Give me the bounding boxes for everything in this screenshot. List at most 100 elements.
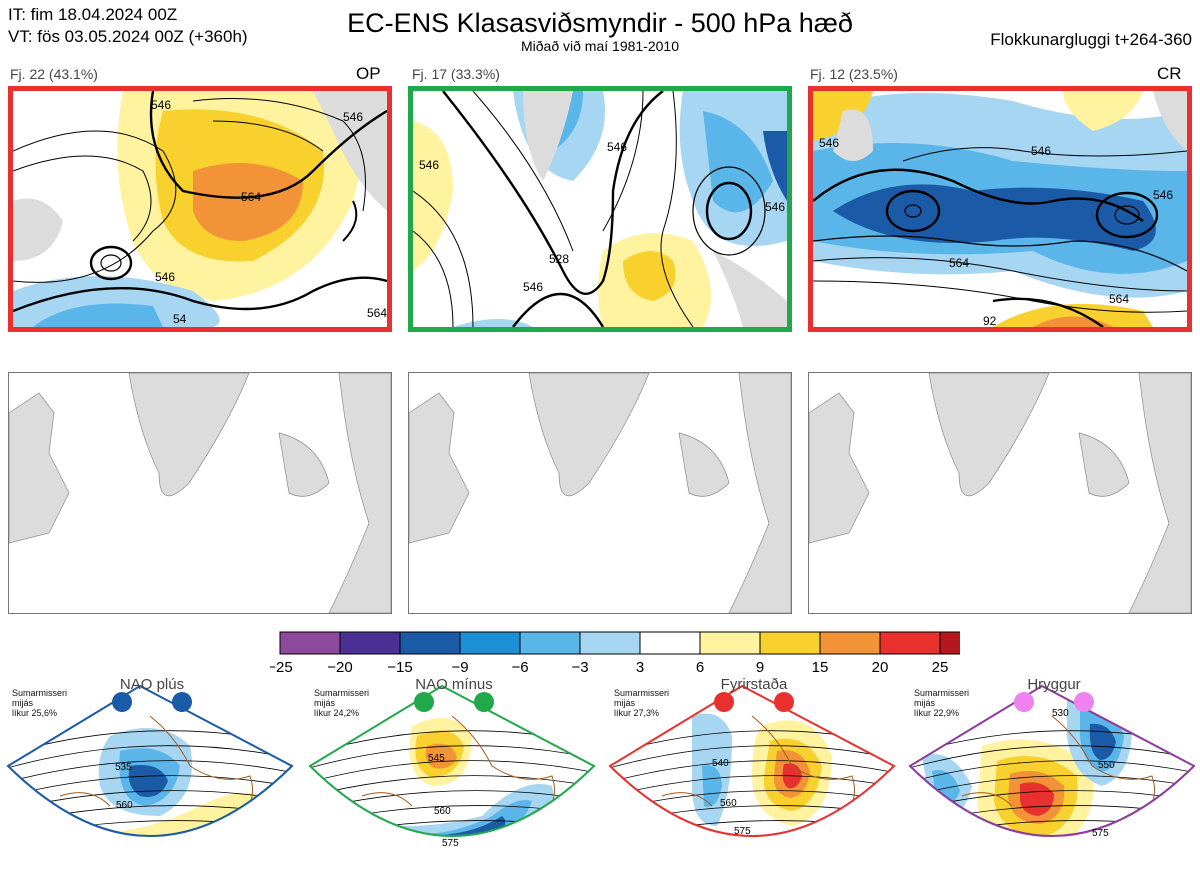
regime-note-line: Sumarmisseri [914,688,970,698]
colorbar-tick-label: 20 [872,659,889,676]
contour-label: 546 [819,136,839,150]
cluster-3-map: 546 546 546 564 564 92 [808,86,1192,332]
contour-label: 560 [434,806,451,817]
contour-label: 546 [607,140,627,154]
regime-note-line: Sumarmisseri [614,688,670,698]
empty-map-3 [808,372,1192,614]
contour-label: 546 [765,200,785,214]
height-contour [310,790,594,813]
land [409,373,791,613]
height-contour [902,850,1200,868]
anomaly-fill [702,765,722,807]
colorbar-swatch [279,631,341,655]
colorbar-tick-label: −20 [327,659,352,676]
regime-dot [172,692,192,712]
height-contour [610,835,894,836]
contour-label: 575 [442,838,459,849]
colorbar-tick-label: 15 [812,659,829,676]
empty-map-1 [8,372,392,614]
colorbar-tick-label: −15 [387,659,412,676]
anomaly-fill [1012,848,1047,862]
colorbar-tick-label: −3 [571,659,588,676]
regime-note: Sumarmisseri mijás líkur 25,6% [12,688,67,718]
contour-labels: 546 546 528 546 546 [419,140,785,294]
regime-note: Sumarmisseri mijás líkur 27,3% [614,688,669,718]
contour-label: 528 [549,252,569,266]
colorbar-tick-label: 6 [696,659,704,676]
contour-label: 545 [428,753,445,764]
colorbar-swatch [519,631,581,655]
anomaly-colorbar: −25 −20 −15 −9 −6 −3 3 6 9 15 20 25 [267,628,1001,676]
regime-dot [414,692,434,712]
anomaly-fill [13,91,361,327]
height-contour [610,760,894,785]
colorbar-tick-label: 25 [932,659,949,676]
colorbar-swatch [819,631,881,655]
contour-labels: 546 546 564 546 564 54 [151,98,387,326]
contour-label: 530 [1052,708,1069,719]
contour-label: 564 [949,256,969,270]
colorbar-tick-label: 9 [756,659,764,676]
regime-dot [1014,692,1034,712]
land [809,373,1191,613]
colorbar-swatch [459,631,521,655]
regime-panel: 535 560 NAO plús Sumarmisseri mijás líkur 25,… [0,676,300,871]
colorbar-tick-label: 3 [636,659,644,676]
contour-label: 546 [1031,144,1051,158]
height-contour [8,745,292,771]
regime-note: Sumarmisseri mijás líkur 24,2% [314,688,369,718]
cluster-1-map: 546 546 564 546 564 54 [8,86,392,332]
contour-label: 550 [1098,760,1115,771]
colorbar-tick-label: −6 [511,659,528,676]
height-contour [610,790,894,813]
height-contour [302,850,602,868]
height-contour [610,745,894,771]
page-title: EC-ENS Klasasviðsmyndir - 500 hPa hæð [347,8,853,38]
height-contour [0,850,300,868]
regime-dot [474,692,494,712]
regime-border [6,684,294,837]
regime-panel: 530 550 575 Hryggur Sumarmisseri mijás líkur 2… [902,676,1200,871]
colorbar-swatch [879,631,941,655]
height-contour [602,850,902,868]
height-contour [910,745,1194,771]
cluster-3-tag: CR [1157,64,1182,83]
contour-label: 546 [343,110,363,124]
contour-label: 564 [367,306,387,320]
init-time: IT: fim 18.04.2024 00Z [8,5,178,24]
regime-dot [1074,692,1094,712]
cluster-1-label: Fj. 22 (43.1%) [10,66,98,82]
height-contour [610,805,894,827]
cluster-2-label: Fj. 17 (33.3%) [412,66,500,82]
regime-note-line: Sumarmisseri [12,688,68,698]
height-contour [910,775,1194,799]
contour-label: 560 [116,800,133,811]
contour-label: 546 [419,158,439,172]
height-contour [910,760,1194,785]
colorbar-swatch [339,631,401,655]
regime-dot [714,692,734,712]
contour-labels: 546 546 546 564 564 92 [819,136,1173,327]
colorbar-swatch [699,631,761,655]
colorbar-swatch [759,631,821,655]
regime-border [608,684,896,837]
colorbar-tick-label: −25 [270,659,293,676]
regime-dot [112,692,132,712]
cluster-3-label: Fj. 12 (23.5%) [810,66,898,82]
height-contour [310,760,594,785]
regime-note-line: líkur 27,3% [614,708,660,718]
contour-label: 54 [173,312,187,326]
regime-title: Hryggur [1027,676,1081,693]
land [523,91,787,327]
contour-label: 560 [720,798,737,809]
colorbar-swatch [399,631,461,655]
regime-note-line: líkur 24,2% [314,708,360,718]
cluster-1-tag: OP [356,64,381,83]
header-times: IT: fim 18.04.2024 00Z VT: fös 03.05.202… [8,4,248,48]
cluster-2-map: 546 546 528 546 546 [408,86,792,332]
empty-map-2 [408,372,792,614]
contour-label: 575 [734,826,751,837]
height-contour [8,775,292,799]
height-contour [310,745,594,771]
regime-note-line: mijás [12,698,34,708]
